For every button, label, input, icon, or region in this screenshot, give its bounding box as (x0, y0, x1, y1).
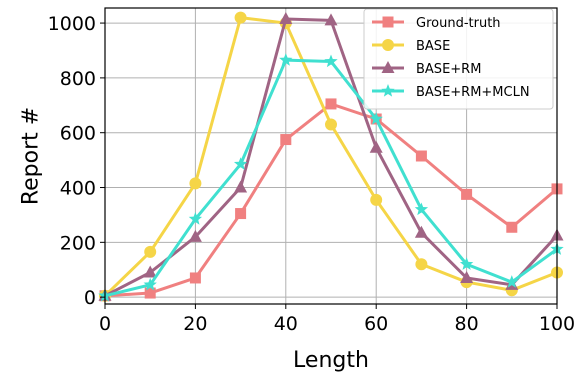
y-tick-label: 1000 (48, 13, 96, 35)
data-point (189, 177, 201, 189)
x-tick-label: 40 (274, 313, 298, 335)
data-point (190, 272, 201, 283)
x-tick-label: 0 (99, 313, 111, 335)
data-point (144, 246, 156, 258)
data-point (370, 194, 382, 206)
legend-label: BASE+RM (416, 62, 481, 77)
data-point (415, 258, 427, 270)
y-axis-label: Report # (19, 107, 44, 205)
legend: Ground-truth BASE BASE+RM BASE+RM+MCLN (364, 9, 553, 109)
data-point (235, 208, 246, 219)
x-tick-label: 80 (455, 313, 479, 335)
legend-label: BASE (416, 39, 450, 54)
y-tick-label: 400 (60, 178, 96, 200)
data-point (325, 118, 337, 130)
data-point (415, 226, 428, 238)
data-point (234, 181, 247, 193)
data-point (370, 141, 383, 153)
data-point (506, 222, 517, 233)
data-point (145, 288, 156, 299)
x-tick-label: 20 (183, 313, 207, 335)
data-point (461, 189, 472, 200)
data-point (235, 12, 247, 24)
y-tick-label: 600 (60, 123, 96, 145)
legend-label: BASE+RM+MCLN (416, 85, 530, 100)
y-tick-label: 0 (84, 287, 96, 309)
y-tick-label: 200 (60, 232, 96, 254)
x-axis-label: Length (293, 348, 369, 373)
data-point (280, 134, 291, 145)
data-point (416, 151, 427, 162)
x-tick-label: 100 (539, 313, 575, 335)
legend-label: Ground-truth (416, 16, 501, 31)
y-tick-label: 800 (60, 68, 96, 90)
x-tick-label: 60 (364, 313, 388, 335)
legend-marker (383, 17, 394, 28)
data-point (326, 98, 337, 109)
legend-marker (382, 39, 394, 51)
